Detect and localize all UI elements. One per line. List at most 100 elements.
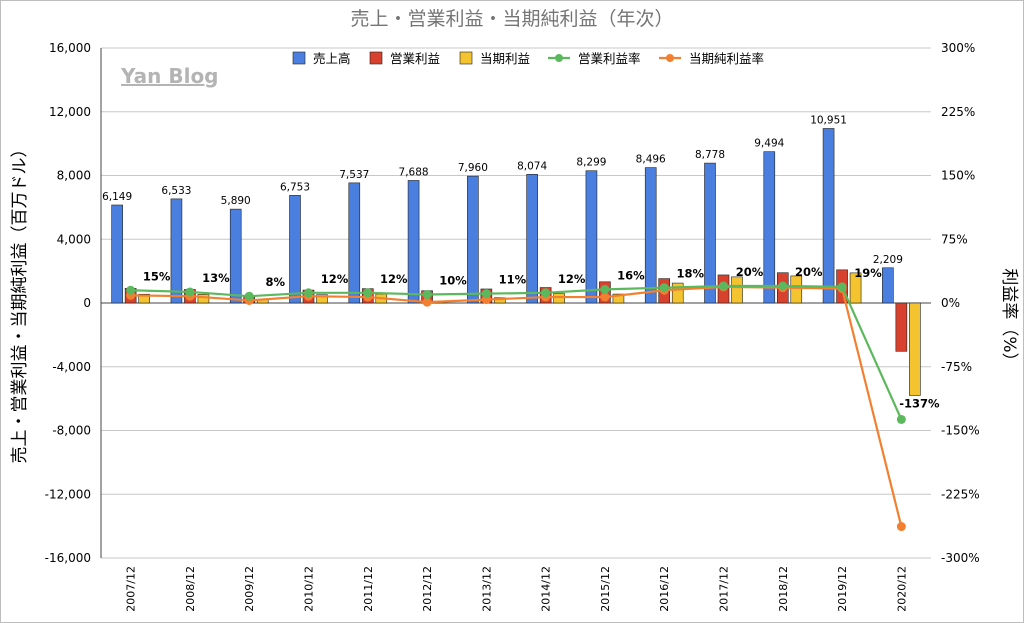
y-axis-right: 300% 225% 150% 75% 0% -75% -150% -225% -300% [941,41,980,565]
bar [348,182,361,304]
series-point [185,287,195,297]
bar-data-label: 8,299 [576,157,606,169]
x-tick-label: 2008/12 [184,566,197,612]
x-tick-label: 2013/12 [480,566,493,612]
bar [882,267,894,304]
series-point [244,291,254,301]
line-data-label: 10% [439,274,467,288]
series-point [600,284,610,294]
line-data-label: 19% [854,266,882,280]
series-point [481,289,491,299]
y2-tick-label: -300% [941,551,980,565]
line-data-label: 8% [265,275,285,289]
bar [909,302,921,396]
y-tick-label: 12,000 [49,105,91,119]
bar [822,128,835,304]
bar [197,294,210,304]
bar [229,208,242,304]
x-tick-label: 2018/12 [777,566,790,612]
legend-swatch [459,51,473,65]
legend-item: 営業利益率 [548,51,641,66]
bar-data-label: 8,074 [517,160,547,172]
bar-data-label: 10,951 [810,114,847,126]
gridlines [100,47,931,559]
line-data-label: 20% [736,265,764,279]
bar-data-label: 5,890 [221,195,251,207]
line-data-label: 20% [795,265,823,279]
legend-item: 当期純利益率 [659,51,764,66]
x-tick-label: 2011/12 [362,566,375,612]
y2-tick-label: 150% [941,169,975,183]
bar-data-label: 6,533 [161,185,191,197]
bar [671,282,684,304]
bar-data-label: 6,149 [102,191,132,203]
x-tick-label: 2012/12 [421,566,434,612]
series-point [896,522,906,532]
x-tick-label: 2015/12 [599,566,612,612]
y-tick-label: -16,000 [45,551,91,565]
x-tick-label: 2020/12 [895,566,908,612]
bar [111,204,123,304]
y-tick-label: 0 [83,296,91,310]
bar-data-label: 7,537 [339,169,369,181]
y-tick-label: 4,000 [57,232,91,246]
line-data-label: 15% [143,269,171,283]
bar-data-label: 8,778 [695,149,725,161]
bar-series [111,128,921,396]
legend-marker [666,54,674,62]
series-point [422,290,432,299]
bar [467,175,479,304]
y-tick-label: 16,000 [49,41,91,55]
chart-title: 売上・営業利益・当期純利益（年次） [350,8,673,30]
series-line [130,284,903,420]
data-labels: 6,149 6,533 5,890 6,753 7,537 7,688 7,960 8,074… [102,114,940,410]
watermark-logo: Yan Blog [120,64,219,88]
line-data-label: 11% [499,273,527,287]
legend-item: 売上高 [292,51,351,66]
bar [790,275,803,304]
legend-swatch [369,51,383,65]
bar [644,167,657,304]
legend-marker [555,54,563,62]
series-point [659,283,669,293]
line-data-label: 12% [380,272,408,286]
legend-label: 当期純利益率 [689,51,764,66]
x-tick-label: 2016/12 [658,566,671,612]
y2-tick-label: -150% [941,424,980,438]
y-tick-label: 8,000 [57,169,91,183]
legend-label: 営業利益 [390,51,440,66]
bar-data-label: 6,753 [280,181,310,193]
legend-item: 当期利益 [459,51,530,66]
series-point [422,297,432,307]
series-point [719,281,728,291]
bar [316,294,328,304]
y-axis-left: 16,000 12,000 8,000 4,000 0 -4,000 -8,000 -12,0… [45,41,91,565]
x-tick-label: 2019/12 [836,566,849,612]
series-point [837,282,847,292]
series-line [130,285,903,527]
bar [526,174,538,304]
bar [170,198,183,304]
y-tick-label: -12,000 [45,487,91,501]
x-tick-label: 2009/12 [243,566,256,612]
line-data-label: 18% [676,267,704,281]
bar-data-label: 2,209 [873,254,903,266]
legend-label: 営業利益率 [578,51,641,66]
y-tick-label: -4,000 [52,360,91,374]
bar [704,162,716,304]
y2-tick-label: -225% [941,487,980,501]
legend-item: 営業利益 [369,51,440,66]
bar-data-label: 7,688 [399,166,429,178]
bar [494,297,506,304]
series-point [363,288,373,298]
x-tick-label: 2010/12 [303,566,316,612]
series-point [778,281,788,291]
y-axis-title: 売上・営業利益・当期純利益（百万ドル） [10,141,30,464]
bar-data-label: 9,494 [754,138,784,150]
bar [895,302,908,352]
series-point [600,292,610,302]
bar [407,180,420,304]
x-axis: 2007/12 2008/12 2009/12 2010/12 2011/12 2012/… [125,566,909,612]
bar-data-label: 7,960 [458,162,488,174]
bar [289,195,301,304]
